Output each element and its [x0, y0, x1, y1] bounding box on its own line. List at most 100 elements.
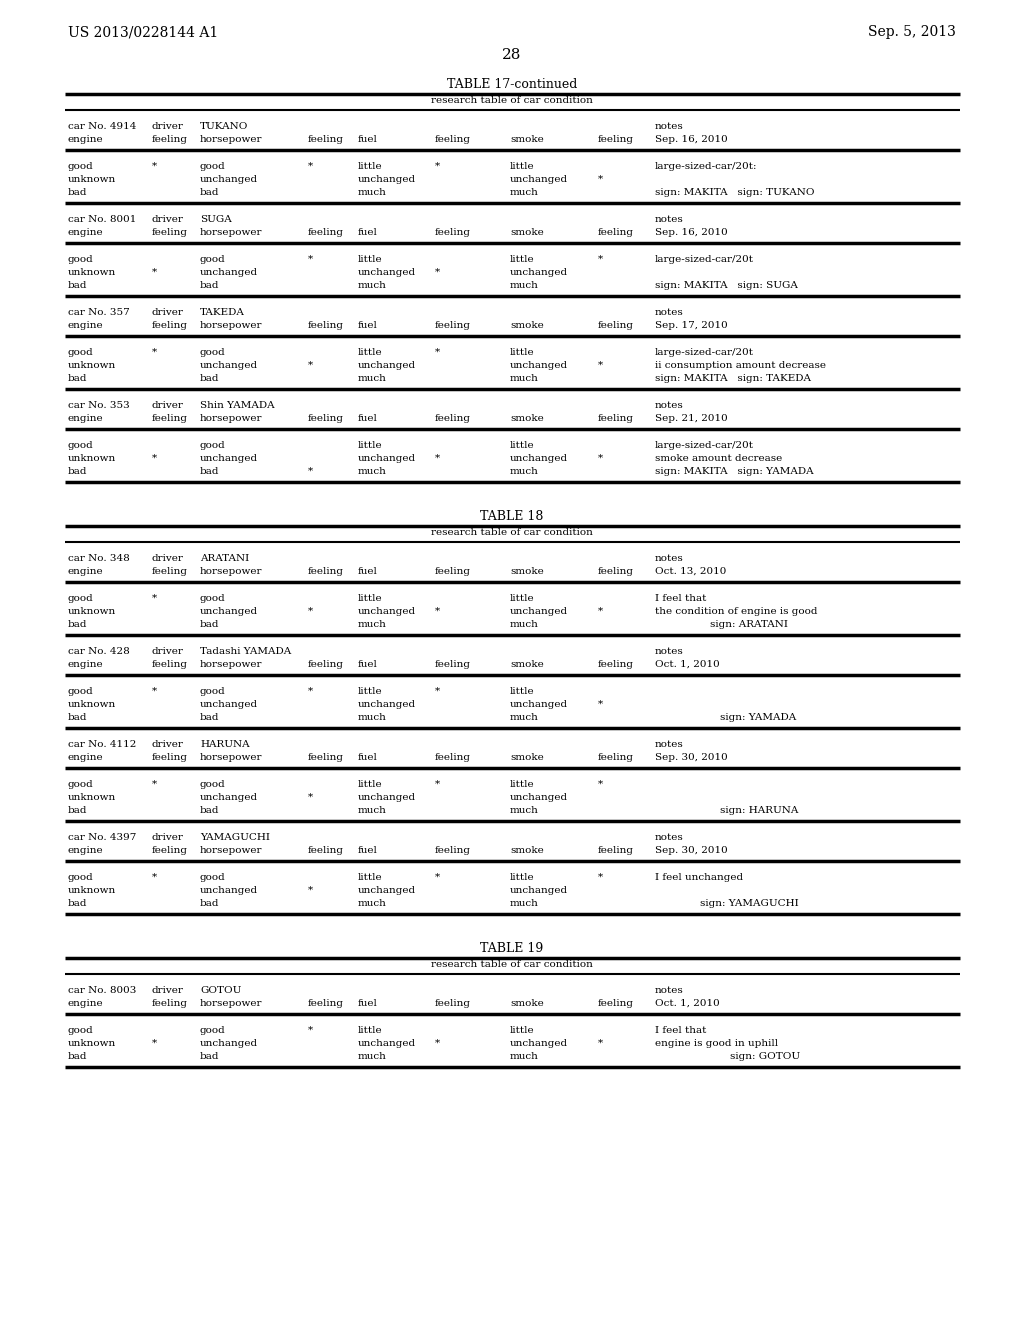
Text: Oct. 1, 2010: Oct. 1, 2010: [655, 660, 720, 669]
Text: good: good: [68, 441, 94, 450]
Text: I feel that: I feel that: [655, 594, 707, 603]
Text: sign: MAKITA   sign: YAMADA: sign: MAKITA sign: YAMADA: [655, 467, 814, 477]
Text: *: *: [435, 873, 440, 882]
Text: much: much: [358, 187, 387, 197]
Text: little: little: [510, 594, 535, 603]
Text: *: *: [435, 1039, 440, 1048]
Text: *: *: [152, 348, 157, 356]
Text: *: *: [598, 607, 603, 616]
Text: *: *: [598, 360, 603, 370]
Text: much: much: [510, 467, 539, 477]
Text: bad: bad: [68, 1052, 87, 1061]
Text: smoke: smoke: [510, 228, 544, 238]
Text: unknown: unknown: [68, 1039, 117, 1048]
Text: much: much: [358, 620, 387, 630]
Text: good: good: [200, 873, 225, 882]
Text: feeling: feeling: [435, 228, 471, 238]
Text: feeling: feeling: [152, 752, 188, 762]
Text: feeling: feeling: [308, 846, 344, 855]
Text: little: little: [510, 780, 535, 789]
Text: unchanged: unchanged: [358, 454, 416, 463]
Text: unchanged: unchanged: [358, 268, 416, 277]
Text: little: little: [358, 594, 383, 603]
Text: Tadashi YAMADA: Tadashi YAMADA: [200, 647, 291, 656]
Text: GOTOU: GOTOU: [200, 986, 242, 995]
Text: good: good: [200, 686, 225, 696]
Text: much: much: [358, 281, 387, 290]
Text: TABLE 19: TABLE 19: [480, 942, 544, 954]
Text: bad: bad: [68, 374, 87, 383]
Text: I feel unchanged: I feel unchanged: [655, 873, 743, 882]
Text: feeling: feeling: [435, 321, 471, 330]
Text: unchanged: unchanged: [510, 268, 568, 277]
Text: bad: bad: [68, 713, 87, 722]
Text: bad: bad: [68, 467, 87, 477]
Text: much: much: [358, 899, 387, 908]
Text: much: much: [510, 713, 539, 722]
Text: feeling: feeling: [435, 135, 471, 144]
Text: *: *: [598, 873, 603, 882]
Text: horsepower: horsepower: [200, 999, 262, 1008]
Text: Sep. 16, 2010: Sep. 16, 2010: [655, 228, 728, 238]
Text: bad: bad: [68, 187, 87, 197]
Text: car No. 428: car No. 428: [68, 647, 130, 656]
Text: YAMAGUCHI: YAMAGUCHI: [200, 833, 270, 842]
Text: much: much: [510, 899, 539, 908]
Text: *: *: [152, 594, 157, 603]
Text: little: little: [510, 255, 535, 264]
Text: unknown: unknown: [68, 360, 117, 370]
Text: horsepower: horsepower: [200, 846, 262, 855]
Text: car No. 348: car No. 348: [68, 554, 130, 564]
Text: unknown: unknown: [68, 268, 117, 277]
Text: notes: notes: [655, 121, 684, 131]
Text: unchanged: unchanged: [200, 886, 258, 895]
Text: much: much: [510, 187, 539, 197]
Text: little: little: [358, 780, 383, 789]
Text: TABLE 18: TABLE 18: [480, 510, 544, 523]
Text: fuel: fuel: [358, 321, 378, 330]
Text: little: little: [510, 162, 535, 172]
Text: unchanged: unchanged: [200, 607, 258, 616]
Text: unchanged: unchanged: [200, 360, 258, 370]
Text: *: *: [308, 793, 313, 803]
Text: feeling: feeling: [152, 228, 188, 238]
Text: driver: driver: [152, 308, 184, 317]
Text: TUKANO: TUKANO: [200, 121, 249, 131]
Text: notes: notes: [655, 308, 684, 317]
Text: driver: driver: [152, 401, 184, 411]
Text: driver: driver: [152, 741, 184, 748]
Text: little: little: [510, 1026, 535, 1035]
Text: unchanged: unchanged: [510, 793, 568, 803]
Text: the condition of engine is good: the condition of engine is good: [655, 607, 817, 616]
Text: much: much: [358, 1052, 387, 1061]
Text: *: *: [435, 686, 440, 696]
Text: smoke: smoke: [510, 135, 544, 144]
Text: little: little: [358, 1026, 383, 1035]
Text: horsepower: horsepower: [200, 752, 262, 762]
Text: *: *: [598, 176, 603, 183]
Text: ARATANI: ARATANI: [200, 554, 249, 564]
Text: 28: 28: [503, 48, 521, 62]
Text: horsepower: horsepower: [200, 321, 262, 330]
Text: unchanged: unchanged: [510, 1039, 568, 1048]
Text: much: much: [358, 807, 387, 814]
Text: feeling: feeling: [152, 321, 188, 330]
Text: feeling: feeling: [308, 321, 344, 330]
Text: Sep. 30, 2010: Sep. 30, 2010: [655, 846, 728, 855]
Text: feeling: feeling: [152, 846, 188, 855]
Text: Oct. 1, 2010: Oct. 1, 2010: [655, 999, 720, 1008]
Text: feeling: feeling: [152, 414, 188, 422]
Text: notes: notes: [655, 647, 684, 656]
Text: Sep. 5, 2013: Sep. 5, 2013: [868, 25, 956, 40]
Text: *: *: [152, 1039, 157, 1048]
Text: *: *: [308, 886, 313, 895]
Text: bad: bad: [200, 713, 219, 722]
Text: *: *: [308, 467, 313, 477]
Text: unchanged: unchanged: [358, 607, 416, 616]
Text: good: good: [68, 1026, 94, 1035]
Text: much: much: [510, 374, 539, 383]
Text: engine is good in uphill: engine is good in uphill: [655, 1039, 778, 1048]
Text: fuel: fuel: [358, 999, 378, 1008]
Text: *: *: [435, 268, 440, 277]
Text: good: good: [68, 255, 94, 264]
